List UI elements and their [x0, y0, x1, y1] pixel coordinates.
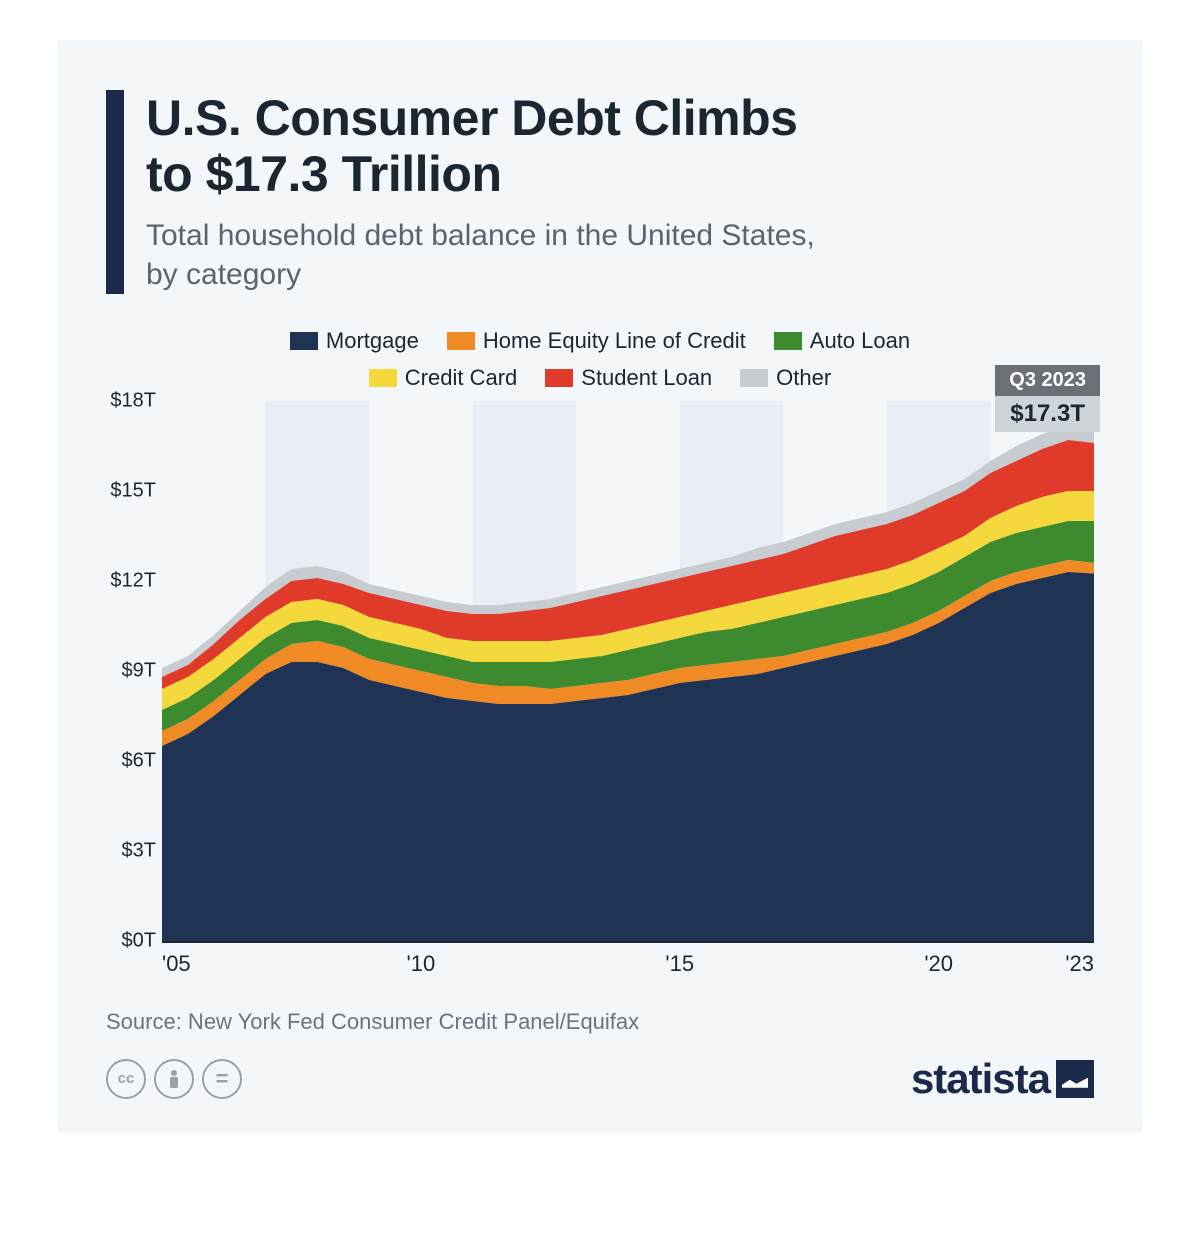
x-axis-label: '05: [162, 951, 191, 977]
legend: Mortgage Home Equity Line of Credit Auto L…: [106, 322, 1094, 397]
title: U.S. Consumer Debt Climbs to $17.3 Trill…: [146, 90, 815, 202]
subtitle-line-1: Total household debt balance in the Unit…: [146, 219, 815, 252]
x-axis-label: '20: [924, 951, 953, 977]
brand-text: statista: [911, 1055, 1050, 1103]
cc-badge-icon: cc: [106, 1059, 146, 1099]
y-axis-label: $6T: [106, 749, 156, 772]
brand-mark-icon: [1056, 1060, 1094, 1098]
chart: Q3 2023 $17.3T $0T$3T$6T$9T$12T$15T$18T …: [106, 401, 1094, 977]
header: U.S. Consumer Debt Climbs to $17.3 Trill…: [106, 90, 1094, 294]
title-line-1: U.S. Consumer Debt Climbs: [146, 90, 798, 146]
infographic-card: U.S. Consumer Debt Climbs to $17.3 Trill…: [58, 40, 1142, 1133]
y-axis-label: $3T: [106, 839, 156, 862]
y-axis-label: $12T: [106, 569, 156, 592]
title-line-2: to $17.3 Trillion: [146, 146, 502, 202]
chart-svg: [162, 401, 1094, 941]
license-badges: cc =: [106, 1059, 242, 1099]
subtitle: Total household debt balance in the Unit…: [146, 216, 815, 294]
x-axis-label: '23: [1065, 951, 1094, 977]
callout: Q3 2023 $17.3T: [995, 365, 1100, 432]
x-axis-label: '15: [665, 951, 694, 977]
legend-item: Home Equity Line of Credit: [447, 322, 746, 359]
cc-badge-icon: =: [202, 1059, 242, 1099]
footer: cc = statista: [106, 1055, 1094, 1103]
y-axis-label: $15T: [106, 479, 156, 502]
legend-item: Other: [740, 359, 831, 396]
x-axis: '05 '10 '15 '20 '23: [162, 941, 1094, 977]
y-axis-label: $18T: [106, 389, 156, 412]
legend-swatch: [774, 332, 802, 350]
callout-label: Q3 2023: [995, 365, 1100, 396]
legend-item: Student Loan: [545, 359, 712, 396]
cc-badge-icon: [154, 1059, 194, 1099]
callout-value: $17.3T: [995, 396, 1100, 432]
legend-swatch: [545, 369, 573, 387]
accent-bar: [106, 90, 124, 294]
y-axis-label: $0T: [106, 929, 156, 952]
brand: statista: [911, 1055, 1094, 1103]
legend-swatch: [740, 369, 768, 387]
subtitle-line-2: by category: [146, 258, 301, 291]
y-axis-label: $9T: [106, 659, 156, 682]
legend-swatch: [290, 332, 318, 350]
plot-area: $0T$3T$6T$9T$12T$15T$18T: [162, 401, 1094, 941]
source-text: Source: New York Fed Consumer Credit Pan…: [106, 1009, 1094, 1035]
legend-item: Auto Loan: [774, 322, 910, 359]
legend-swatch: [447, 332, 475, 350]
legend-item: Mortgage: [290, 322, 419, 359]
legend-swatch: [369, 369, 397, 387]
x-axis-label: '10: [407, 951, 436, 977]
legend-item: Credit Card: [369, 359, 517, 396]
